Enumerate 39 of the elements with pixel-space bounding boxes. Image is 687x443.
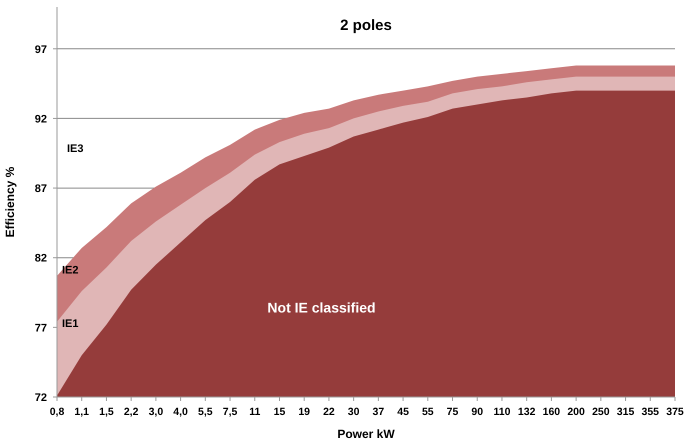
x-tick-label: 4,0: [173, 406, 188, 418]
series-label: Not IE classified: [267, 299, 376, 316]
x-axis-title: Power kW: [337, 427, 396, 441]
x-tick-label: 5,5: [198, 406, 213, 418]
y-tick-label: 72: [34, 392, 47, 404]
x-tick-label: 0,8: [50, 406, 64, 418]
x-tick-label: 55: [422, 406, 434, 418]
x-tick-label: 1,1: [74, 406, 90, 418]
x-tick-label: 11: [249, 406, 260, 418]
x-tick-label: 19: [298, 406, 310, 418]
x-tick-label: 375: [666, 406, 684, 418]
x-tick-label: 37: [372, 406, 384, 418]
x-tick-label: 200: [567, 406, 586, 418]
x-tick-label: 7,5: [222, 406, 238, 418]
x-tick-label: 355: [642, 406, 660, 418]
x-tick-label: 160: [542, 406, 560, 418]
y-tick-label: 97: [34, 44, 47, 56]
y-tick-label: 82: [34, 252, 47, 265]
annotation: IE3: [67, 143, 84, 155]
x-tick-label: 15: [274, 406, 286, 418]
text: 2 poles: [340, 17, 392, 34]
x-tick-label: 250: [592, 406, 610, 418]
series-label: IE2: [62, 264, 78, 277]
x-tick-label: 132: [518, 406, 536, 418]
y-tick-label: 92: [34, 113, 47, 126]
x-tick-label: 3,0: [148, 406, 164, 418]
x-tick-label: 75: [446, 406, 459, 418]
x-tick-label: 45: [397, 406, 410, 418]
y-axis-title: Efficiency %: [3, 166, 17, 238]
x-tick-label: 90: [471, 406, 484, 418]
x-tick-label: 30: [348, 406, 360, 418]
x-tick-label: 315: [616, 406, 634, 418]
x-tick-label: 1,5: [99, 406, 114, 418]
x-tick-label: 110: [493, 406, 511, 418]
y-tick-label: 87: [34, 183, 47, 196]
x-tick-label: 2,2: [124, 406, 139, 418]
series-label: IE1: [62, 318, 78, 330]
x-tick-label: 22: [323, 406, 335, 418]
y-tick-label: 77: [34, 322, 47, 334]
